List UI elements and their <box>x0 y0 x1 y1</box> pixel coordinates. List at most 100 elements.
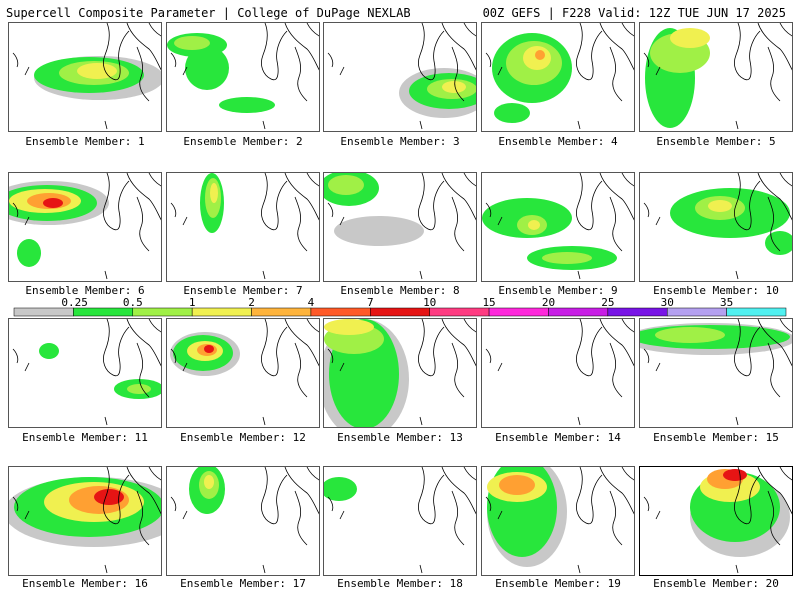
map-outline <box>577 173 634 280</box>
scp-contour <box>324 477 357 501</box>
legend-tick-label: 20 <box>541 296 556 309</box>
scp-contour <box>528 220 540 230</box>
legend-tick-label: 0.5 <box>122 296 143 309</box>
map-outline <box>261 23 288 81</box>
map-outline <box>104 319 161 426</box>
scp-contour <box>127 384 151 394</box>
ensemble-panel <box>8 172 162 282</box>
panel-label: Ensemble Member: 2 <box>183 135 303 148</box>
map-outline <box>103 319 130 377</box>
map-outline <box>327 52 345 76</box>
map-outline <box>757 467 792 515</box>
scp-contour <box>442 81 466 93</box>
map-outline <box>757 173 792 221</box>
panel-map <box>485 319 634 426</box>
scp-contour <box>334 216 424 246</box>
map-outline <box>103 173 130 231</box>
map-outline <box>103 23 130 81</box>
map-outline <box>12 52 30 76</box>
panel-label: Ensemble Member: 18 <box>337 577 463 590</box>
legend-swatch <box>73 307 134 317</box>
scp-contour <box>204 475 214 489</box>
panel-label: Ensemble Member: 14 <box>495 431 621 444</box>
panel-map <box>12 23 161 130</box>
map-outline <box>419 173 476 280</box>
map-outline <box>294 490 308 546</box>
map-outline <box>609 46 623 102</box>
panel-map <box>167 23 319 130</box>
map-outline <box>418 23 445 81</box>
map-outline <box>441 467 476 515</box>
panel-label: Ensemble Member: 6 <box>25 284 145 297</box>
map-outline <box>441 23 476 71</box>
map-outline <box>643 496 661 520</box>
map-outline <box>136 490 150 546</box>
scp-contour <box>494 103 530 123</box>
legend-swatch <box>666 307 727 317</box>
ensemble-panel <box>639 172 793 282</box>
map-outline <box>734 173 761 231</box>
map-outline <box>599 23 634 71</box>
map-outline <box>284 467 319 515</box>
map-outline <box>126 23 161 71</box>
panel-label: Ensemble Member: 19 <box>495 577 621 590</box>
panel-map <box>643 173 792 280</box>
legend-swatch <box>191 307 252 317</box>
map-outline <box>451 46 465 102</box>
map-outline <box>294 342 308 398</box>
ensemble-panel <box>481 318 635 428</box>
map-outline <box>104 467 161 574</box>
panel-label: Ensemble Member: 11 <box>22 431 148 444</box>
panel-map <box>9 173 161 280</box>
map-outline <box>485 496 503 520</box>
panel-label: Ensemble Member: 8 <box>340 284 460 297</box>
map-outline <box>262 23 319 130</box>
ensemble-panel <box>166 466 320 576</box>
scp-contour <box>542 252 592 264</box>
map-outline <box>485 202 503 226</box>
map-outline <box>262 173 319 280</box>
map-outline <box>284 173 319 221</box>
map-outline <box>170 496 188 520</box>
map-outline <box>577 467 634 574</box>
legend-swatch <box>251 307 312 317</box>
panel-map <box>485 467 634 574</box>
map-outline <box>136 342 150 398</box>
legend-swatch <box>370 307 430 317</box>
map-outline <box>767 490 781 546</box>
ensemble-panel <box>166 22 320 132</box>
panel-map <box>640 319 792 426</box>
map-outline <box>419 467 476 574</box>
ensemble-panel <box>481 172 635 282</box>
map-outline <box>485 52 503 76</box>
map-outline <box>576 23 603 81</box>
map-outline <box>418 173 445 231</box>
map-outline <box>419 23 476 130</box>
map-outline <box>418 319 445 377</box>
scp-contour <box>94 489 124 505</box>
scp-contour <box>185 46 229 90</box>
map-outline <box>734 467 761 525</box>
map-outline <box>451 196 465 252</box>
map-outline <box>441 319 476 367</box>
map-outline <box>576 173 603 231</box>
map-outline <box>262 467 319 574</box>
map-outline <box>136 46 150 102</box>
panel-label: Ensemble Member: 20 <box>653 577 779 590</box>
panel-label: Ensemble Member: 3 <box>340 135 460 148</box>
map-outline <box>734 319 761 377</box>
scp-contour <box>499 475 535 495</box>
run-valid-time: 00Z GEFS | F228 Valid: 12Z TUE JUN 17 20… <box>482 6 786 20</box>
map-outline <box>609 196 623 252</box>
scp-contour <box>655 327 725 343</box>
map-outline <box>576 319 603 377</box>
map-outline <box>170 202 188 226</box>
map-outline <box>104 173 161 280</box>
ensemble-panel <box>639 318 793 428</box>
map-outline <box>609 490 623 546</box>
legend-tick-label: 30 <box>660 296 674 309</box>
legend-tick-label: 2 <box>248 296 255 309</box>
map-outline <box>170 52 188 76</box>
map-outline <box>327 496 345 520</box>
legend-tick-label: 0.25 <box>61 296 88 309</box>
